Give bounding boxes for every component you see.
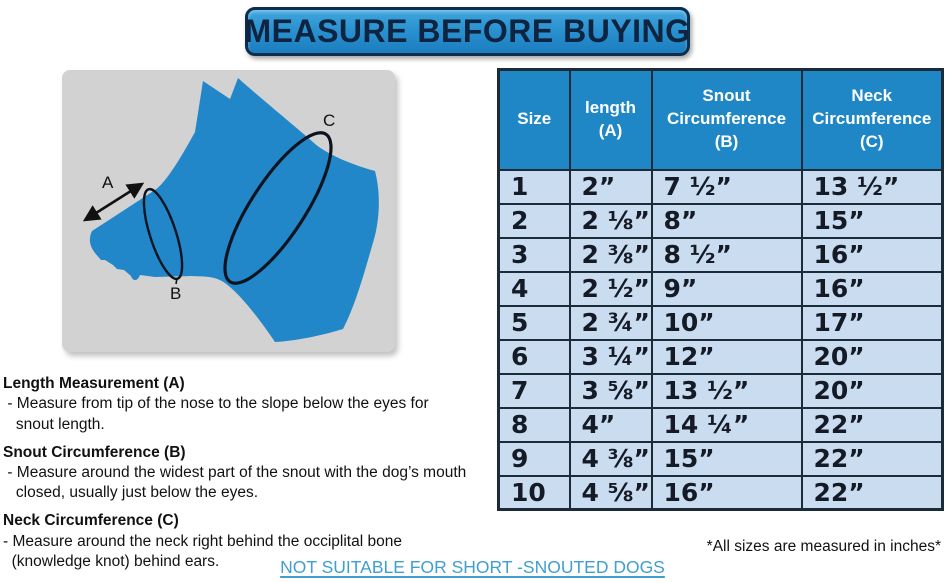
snout-cell: 16” <box>650 474 803 511</box>
snout-cell: 9” <box>650 270 803 307</box>
length-cell: 4 ⅜” <box>568 440 653 477</box>
length-cell: 4” <box>568 406 653 443</box>
length-cell: 2 ⅛” <box>568 202 653 239</box>
snout-cell: 8” <box>650 202 803 239</box>
table-row: 1 2” 7 ½” 13 ½” <box>497 168 944 205</box>
label-b-tick <box>175 277 178 285</box>
note-title: Length Measurement (A) <box>3 375 185 392</box>
table-row: 2 2 ⅛” 8” 15” <box>497 202 944 239</box>
column-header-size: Size <box>497 68 571 171</box>
table-row: 7 3 ⅝” 13 ½” 20” <box>497 372 944 409</box>
dog-measurement-figure: A B C <box>62 70 395 352</box>
neck-cell: 22” <box>800 474 944 511</box>
length-cell: 3 ⅝” <box>568 372 653 409</box>
dog-head-silhouette <box>89 78 379 342</box>
table-row: 5 2 ¾” 10” 17” <box>497 304 944 341</box>
column-header-length: length (A) <box>568 68 653 171</box>
size-cell: 1 <box>497 168 571 205</box>
size-cell: 5 <box>497 304 571 341</box>
size-cell: 8 <box>497 406 571 443</box>
note-section-length: Length Measurement (A) - Measure from ti… <box>3 374 488 435</box>
measurement-notes: Length Measurement (A) - Measure from ti… <box>3 374 488 580</box>
size-cell: 2 <box>497 202 571 239</box>
snout-cell: 14 ¼” <box>650 406 803 443</box>
size-cell: 4 <box>497 270 571 307</box>
neck-cell: 22” <box>800 440 944 477</box>
table-row: 9 4 ⅜” 15” 22” <box>497 440 944 477</box>
dog-head-diagram: A B C <box>82 78 379 342</box>
header-row: Size length (A) Snout Circumference (B) … <box>497 68 944 171</box>
length-cell: 2 ½” <box>568 270 653 307</box>
table-row: 8 4” 14 ¼” 22” <box>497 406 944 443</box>
table-row: 6 3 ¼” 12” 20” <box>497 338 944 375</box>
short-snout-warning: NOT SUITABLE FOR SHORT -SNOUTED DOGS <box>10 557 935 578</box>
snout-cell: 8 ½” <box>650 236 803 273</box>
snout-cell: 10” <box>650 304 803 341</box>
length-cell: 4 ⅝” <box>568 474 653 511</box>
length-cell: 3 ¼” <box>568 338 653 375</box>
neck-cell: 22” <box>800 406 944 443</box>
neck-circumference-ellipse <box>223 131 333 285</box>
snout-length-arrow <box>82 182 145 222</box>
snout-cell: 13 ½” <box>650 372 803 409</box>
note-section-neck: Neck Circumference (C) - Measure around … <box>3 511 488 572</box>
neck-cell: 16” <box>800 236 944 273</box>
note-body: - Measure around the widest part of the … <box>7 464 467 502</box>
table-row: 3 2 ⅜” 8 ½” 16” <box>497 236 944 273</box>
size-cell: 3 <box>497 236 571 273</box>
size-chart-wrap: Size length (A) Snout Circumference (B) … <box>497 68 944 511</box>
neck-cell: 17” <box>800 304 944 341</box>
neck-cell: 20” <box>800 372 944 409</box>
note-title: Snout Circumference (B) <box>3 443 186 461</box>
size-cell: 7 <box>497 372 571 409</box>
length-cell: 2” <box>568 168 653 205</box>
diagram-label-a: A <box>102 173 114 192</box>
neck-cell: 13 ½” <box>800 168 944 205</box>
snout-cell: 7 ½” <box>650 168 803 205</box>
neck-cell: 15” <box>800 202 944 239</box>
neck-cell: 20” <box>800 338 944 375</box>
size-cell: 10 <box>497 474 571 511</box>
neck-cell: 16” <box>800 270 944 307</box>
length-cell: 2 ⅜” <box>568 236 653 273</box>
size-cell: 6 <box>497 338 571 375</box>
size-cell: 9 <box>497 440 571 477</box>
sizes-footnote: *All sizes are measured in inches* <box>706 538 941 555</box>
note-body: - Measure around the neck right behind t… <box>3 532 402 571</box>
banner-label: MEASURE BEFORE BUYING <box>244 13 691 49</box>
diagram-label-b: B <box>170 284 181 303</box>
measure-before-buying-banner: MEASURE BEFORE BUYING <box>244 7 691 56</box>
note-body: - Measure from tip of the nose to the sl… <box>7 395 429 433</box>
snout-cell: 15” <box>650 440 803 477</box>
table-row: 4 2 ½” 9” 16” <box>497 270 944 307</box>
column-header-neck: Neck Circumference (C) <box>800 68 944 171</box>
column-header-snout: Snout Circumference (B) <box>650 68 803 171</box>
note-title: Neck Circumference (C) <box>3 512 179 530</box>
length-cell: 2 ¾” <box>568 304 653 341</box>
note-section-snout: Snout Circumference (B) - Measure around… <box>3 443 488 504</box>
diagram-label-c: C <box>323 111 335 130</box>
short-snout-warning-text: NOT SUITABLE FOR SHORT -SNOUTED DOGS <box>280 557 665 577</box>
table-row: 10 4 ⅝” 16” 22” <box>497 474 944 511</box>
size-chart-table: Size length (A) Snout Circumference (B) … <box>497 68 944 511</box>
snout-cell: 12” <box>650 338 803 375</box>
